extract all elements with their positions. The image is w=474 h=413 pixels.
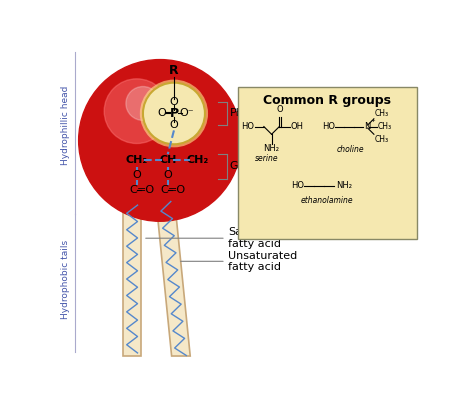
Circle shape: [79, 59, 241, 221]
Text: +: +: [370, 119, 375, 123]
Text: CH₃: CH₃: [374, 109, 389, 118]
Text: CH₂: CH₂: [186, 155, 209, 165]
Text: CH: CH: [159, 155, 176, 165]
FancyBboxPatch shape: [238, 87, 417, 239]
Text: HO: HO: [291, 181, 304, 190]
Text: P: P: [169, 107, 179, 120]
Text: O⁻: O⁻: [179, 109, 194, 119]
Text: choline: choline: [337, 145, 365, 154]
Text: O: O: [157, 109, 166, 119]
Text: HO: HO: [322, 122, 335, 131]
Text: =O: =O: [168, 185, 186, 195]
Text: O: O: [132, 170, 141, 180]
Text: R: R: [169, 64, 179, 76]
Text: C: C: [129, 185, 137, 195]
Text: NH₂: NH₂: [264, 144, 280, 153]
Text: C: C: [160, 185, 168, 195]
Text: CH₃: CH₃: [374, 135, 389, 144]
Text: O: O: [164, 170, 172, 180]
Text: Hydrophillic head: Hydrophillic head: [61, 85, 70, 165]
Text: OH: OH: [291, 122, 304, 131]
Bar: [123, 202, 141, 356]
Text: Phosphate: Phosphate: [230, 109, 288, 119]
Circle shape: [143, 83, 205, 144]
Text: Unsaturated
fatty acid: Unsaturated fatty acid: [228, 251, 298, 272]
Text: Saturated
fatty acid: Saturated fatty acid: [228, 228, 283, 249]
Circle shape: [104, 79, 169, 143]
Text: NH₂: NH₂: [336, 181, 352, 190]
Circle shape: [140, 80, 208, 147]
Text: O: O: [170, 120, 178, 130]
Text: O: O: [276, 105, 283, 114]
Text: ethanolamine: ethanolamine: [301, 196, 354, 205]
Polygon shape: [156, 202, 190, 356]
Text: serine: serine: [255, 154, 279, 163]
Text: CH₃: CH₃: [378, 122, 392, 131]
Text: Common R groups: Common R groups: [264, 94, 392, 107]
Text: Hydrophobic tails: Hydrophobic tails: [61, 240, 70, 318]
Text: =O: =O: [137, 185, 155, 195]
Text: Glycerol: Glycerol: [230, 161, 275, 171]
Text: CH₂: CH₂: [126, 155, 148, 165]
Text: N: N: [365, 122, 371, 131]
Text: O: O: [170, 97, 178, 107]
Text: HO: HO: [242, 122, 255, 131]
Circle shape: [126, 86, 160, 121]
